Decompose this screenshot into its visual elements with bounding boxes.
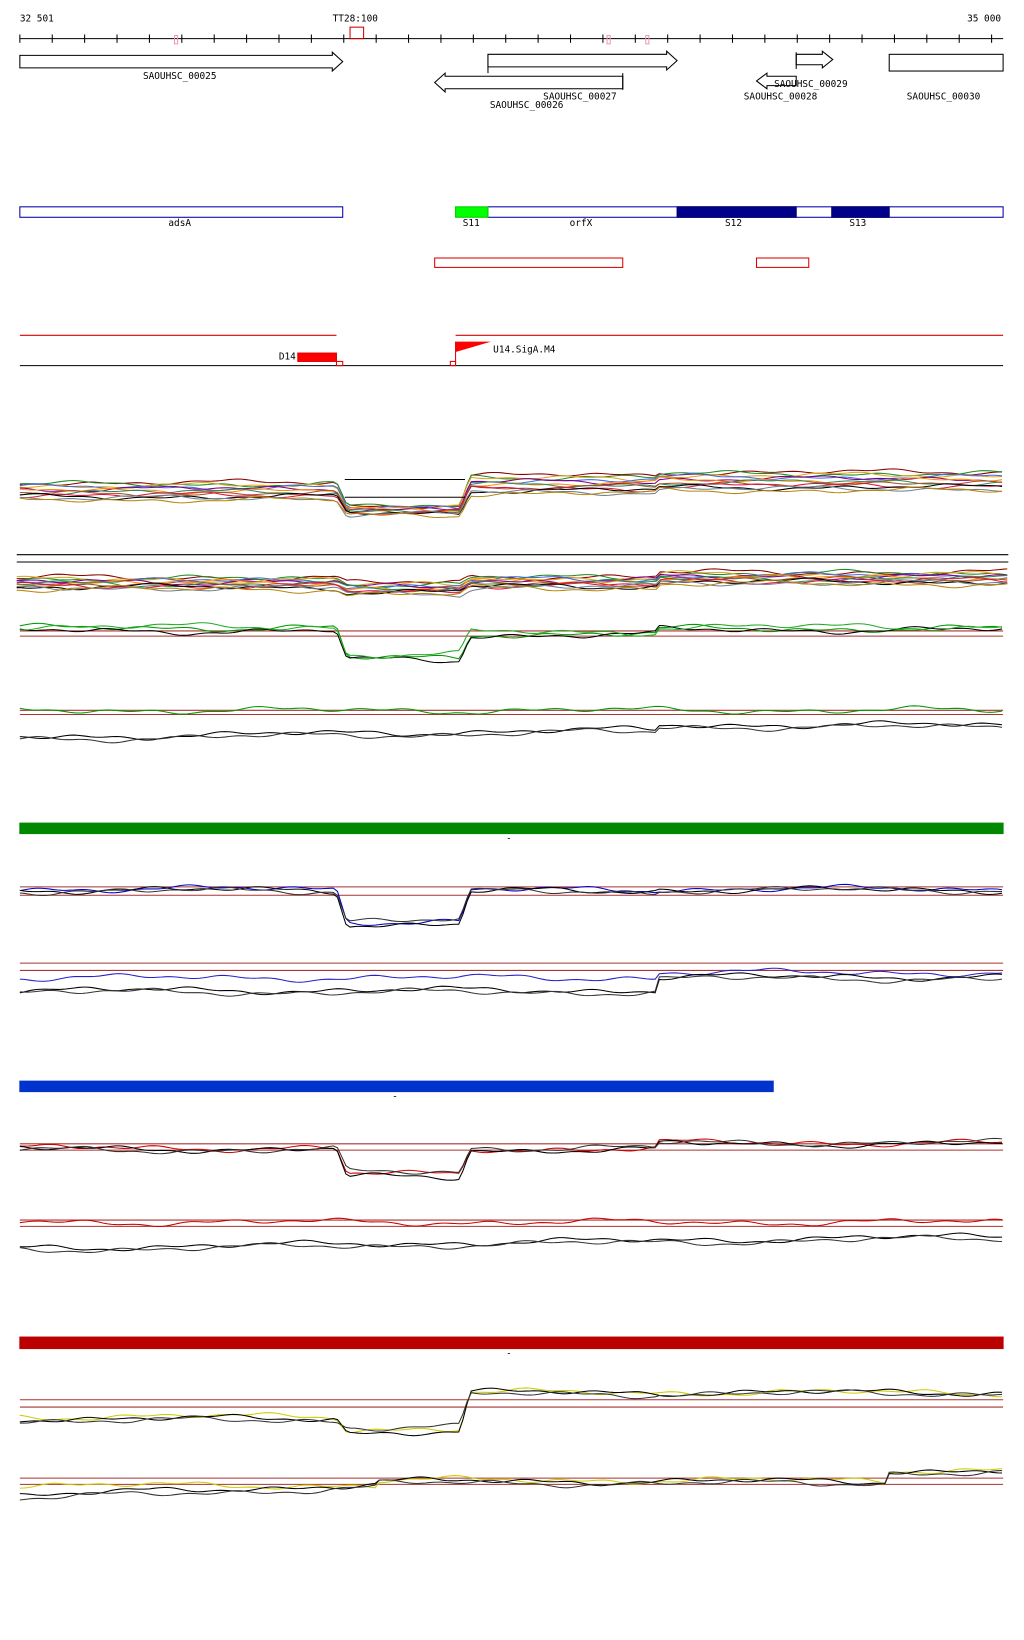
trace — [19, 622, 1003, 659]
box — [19, 822, 1004, 835]
label: 32 501 — [20, 13, 54, 24]
trace — [19, 975, 1003, 997]
box — [449, 360, 457, 367]
trace — [19, 622, 1003, 660]
trace — [19, 1468, 1003, 1490]
trace — [19, 1140, 1003, 1181]
trace — [19, 1387, 1003, 1437]
label: SAOUHSC_00027 — [543, 92, 617, 103]
box — [19, 1080, 774, 1093]
box — [19, 1336, 1004, 1350]
label: 35 000 — [967, 13, 1001, 24]
label: SAOUHSC_00029 — [774, 79, 848, 90]
trace — [16, 574, 1008, 591]
box — [349, 26, 365, 40]
trace — [19, 705, 1003, 715]
box — [645, 34, 650, 45]
trace — [16, 571, 1008, 590]
box — [888, 53, 1004, 72]
label: D14 — [279, 352, 296, 363]
box — [676, 206, 797, 218]
trace — [19, 482, 1003, 516]
trace — [19, 468, 1003, 510]
gene-arrow — [755, 72, 797, 90]
label: - — [506, 1348, 512, 1359]
trace — [19, 1469, 1003, 1496]
trace — [19, 486, 1003, 519]
trace — [19, 476, 1003, 513]
trace — [16, 577, 1008, 596]
gene-arrow — [795, 50, 834, 69]
label: S13 — [849, 218, 866, 229]
label: SAOUHSC_00025 — [143, 71, 217, 82]
gene-arrow — [433, 71, 624, 94]
trace — [19, 885, 1003, 928]
trace — [19, 967, 1003, 983]
trace — [19, 1389, 1003, 1432]
box — [831, 206, 890, 218]
trace — [19, 471, 1003, 512]
trace — [16, 579, 1008, 597]
trace — [16, 568, 1008, 589]
trace — [19, 1234, 1003, 1253]
box — [173, 34, 179, 45]
trace — [19, 624, 1003, 664]
trace — [19, 1217, 1003, 1227]
box — [434, 257, 624, 268]
trace — [19, 723, 1003, 744]
trace — [19, 1387, 1003, 1434]
trace — [19, 479, 1003, 514]
label: orfX — [570, 218, 593, 229]
trace — [19, 483, 1003, 515]
label: adsA — [168, 218, 191, 229]
label: S11 — [463, 218, 480, 229]
box — [755, 257, 810, 268]
label: SAOUHSC_00028 — [744, 92, 818, 103]
trace — [19, 720, 1003, 741]
box — [297, 352, 337, 362]
label: - — [506, 833, 512, 844]
box — [455, 206, 489, 218]
gene-arrow — [487, 50, 678, 72]
label: U14.SigA.M4 — [493, 344, 556, 355]
box — [335, 360, 344, 367]
trace — [19, 886, 1003, 923]
trace — [16, 575, 1008, 594]
trace — [19, 475, 1003, 514]
gene-arrow — [19, 51, 344, 73]
trace — [16, 573, 1008, 591]
trace — [19, 883, 1003, 926]
label: - — [392, 1091, 398, 1102]
box — [606, 34, 611, 45]
trace — [19, 485, 1003, 518]
trace — [19, 1470, 1003, 1501]
trace — [16, 568, 1008, 584]
trace — [16, 579, 1008, 598]
trace — [19, 480, 1003, 514]
label: SAOUHSC_00026 — [490, 100, 564, 111]
trace — [19, 1137, 1003, 1175]
box — [19, 206, 344, 218]
label: SAOUHSC_00030 — [907, 92, 981, 103]
promoter — [455, 341, 492, 353]
label: S12 — [725, 218, 742, 229]
label: TT28:100 — [333, 13, 379, 24]
